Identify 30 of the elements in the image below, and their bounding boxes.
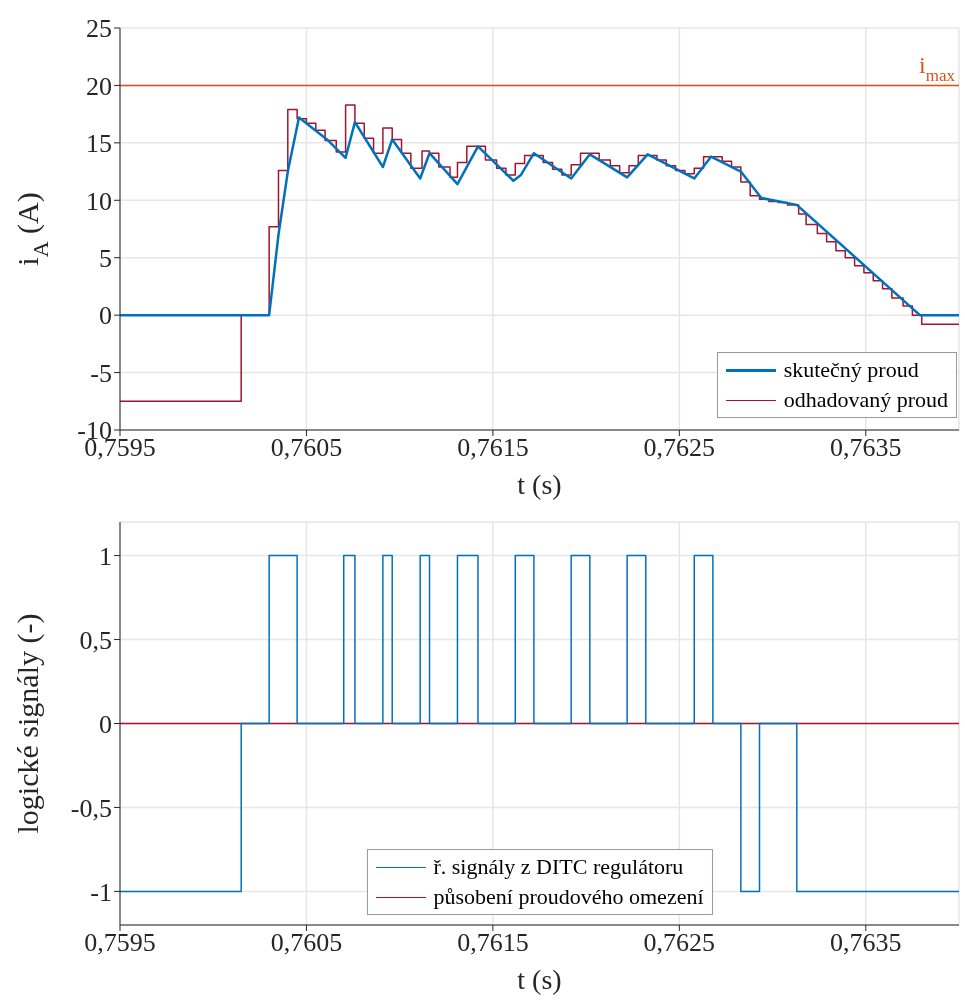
x-tick-label: 0,7635 — [830, 928, 902, 958]
x-tick-label: 0,7595 — [84, 928, 156, 958]
y-tick-label: 5 — [99, 243, 112, 273]
y-tick-label: 1 — [99, 541, 112, 571]
y-tick-label: 0 — [99, 709, 112, 739]
y-tick-label: 0,5 — [79, 625, 112, 655]
x-tick-label: 0,7615 — [457, 928, 529, 958]
x-tick-label: 0,7605 — [270, 433, 343, 463]
legend-label: působení proudového omezení — [433, 883, 704, 911]
legend-label: odhadovaný proud — [783, 386, 948, 414]
x-tick-label: 0,7625 — [643, 928, 716, 958]
y-tick-label: -0,5 — [70, 793, 112, 823]
legend-label: ř. signály z DITC regulátoru — [433, 853, 684, 881]
y-tick-label: -5 — [90, 358, 112, 388]
y-tick-label: 25 — [86, 14, 112, 44]
y-tick-label: 15 — [86, 129, 112, 159]
x-tick-label: 0,7625 — [643, 433, 716, 463]
y-tick-label: 10 — [86, 186, 112, 216]
y-tick-label: 0 — [99, 301, 112, 331]
y-axis-title: logické signály (-) — [11, 613, 45, 834]
line-series — [120, 116, 959, 317]
x-axis-title: t (s) — [517, 964, 562, 995]
x-tick-label: 0,7605 — [270, 928, 343, 958]
x-tick-label: 0,7615 — [457, 433, 529, 463]
ref-line-label: i$_{max}$ — [919, 52, 956, 86]
y-tick-label: -1 — [90, 877, 112, 907]
x-axis-title: t (s) — [517, 469, 562, 500]
y-tick-label: 20 — [86, 71, 112, 101]
x-tick-label: 0,7635 — [830, 433, 902, 463]
legend-label: skutečný proud — [783, 356, 919, 384]
